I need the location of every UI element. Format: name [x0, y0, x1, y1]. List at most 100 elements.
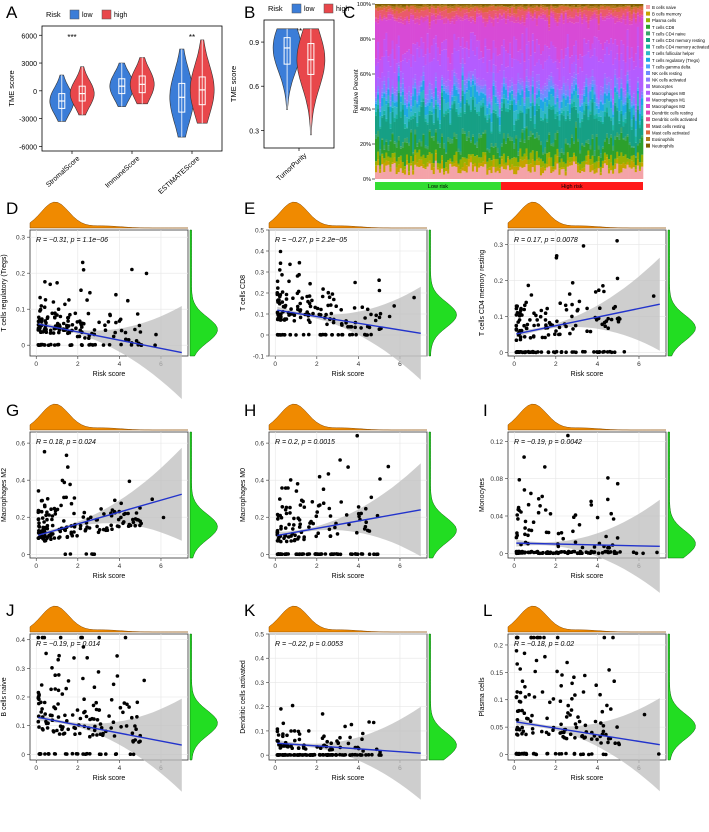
- scatter-point: [42, 305, 47, 310]
- stacked-segment: [405, 117, 409, 128]
- stacked-segment: [548, 9, 551, 16]
- stacked-segment: [523, 105, 526, 114]
- scatter-point: [518, 700, 523, 704]
- stacked-segment: [502, 12, 506, 14]
- stacked-segment: [455, 73, 458, 79]
- scatter-point: [107, 714, 111, 718]
- scatter-point: [305, 294, 309, 299]
- scatter-point: [584, 550, 589, 554]
- confidence-band: [516, 499, 660, 593]
- stacked-segment: [513, 84, 516, 90]
- scatter-point: [602, 289, 606, 294]
- stacked-segment: [506, 7, 510, 10]
- stacked-segment: [544, 13, 547, 15]
- scatter-point: [527, 528, 531, 532]
- scatter-point: [114, 752, 119, 756]
- stacked-segment: [585, 43, 588, 55]
- y-tick-label: 0: [21, 343, 25, 350]
- stacked-segment: [624, 101, 627, 105]
- stacked-segment: [438, 65, 442, 93]
- scatter-point: [276, 300, 280, 304]
- scatter-point: [124, 337, 128, 342]
- stacked-segment: [638, 104, 642, 109]
- stacked-segment: [407, 4, 411, 6]
- stacked-segment: [482, 93, 485, 99]
- stacked-segment: [513, 59, 516, 85]
- scatter-point: [36, 531, 41, 535]
- stacked-segment: [375, 97, 378, 100]
- stacked-segment: [636, 8, 640, 10]
- stacked-segment: [399, 12, 403, 17]
- stacked-segment: [465, 82, 469, 88]
- stacked-segment: [531, 86, 535, 95]
- stacked-segment: [587, 51, 590, 79]
- scatter-point: [85, 751, 89, 756]
- y-tick-label: 0.12: [490, 439, 503, 446]
- scatter-point: [123, 330, 128, 335]
- stacked-segment: [482, 92, 485, 94]
- scatter-point: [339, 308, 344, 312]
- stacked-segment: [430, 137, 434, 154]
- legend-label: T cells CD4 memory activated: [652, 45, 709, 50]
- stacked-segment: [455, 13, 458, 16]
- stacked-segment: [428, 12, 431, 23]
- stacked-segment: [616, 45, 619, 54]
- scatter-point: [554, 255, 559, 260]
- stacked-segment: [535, 93, 539, 95]
- scatter-point: [536, 497, 541, 501]
- scatter-point: [370, 752, 374, 757]
- stacked-segment: [533, 4, 537, 6]
- stacked-segment: [482, 78, 485, 86]
- scatter-point: [547, 732, 551, 736]
- stacked-segment: [494, 143, 497, 147]
- x-density: [29, 201, 188, 229]
- stacked-segment: [416, 166, 419, 179]
- stacked-segment: [459, 88, 462, 96]
- scatter-point: [534, 752, 538, 756]
- y-tick-label: 0: [499, 350, 503, 357]
- scatter-point: [359, 326, 363, 330]
- scatter-point: [55, 281, 59, 285]
- scatter-point: [43, 712, 47, 716]
- stacked-segment: [550, 76, 553, 81]
- stacked-segment: [418, 19, 421, 25]
- stacked-segment: [574, 161, 578, 164]
- stacked-segment: [418, 6, 421, 9]
- x-tick-label: 2: [315, 361, 319, 368]
- y-axis-title: Macrophages M0: [240, 468, 247, 522]
- scatter-point: [606, 497, 610, 502]
- stacked-segment: [451, 101, 454, 105]
- stacked-segment: [614, 135, 617, 140]
- stacked-segment: [519, 49, 522, 64]
- stacked-segment: [585, 10, 588, 16]
- scatter-point: [318, 313, 323, 317]
- scatter-point: [314, 534, 319, 539]
- stacked-segment: [391, 4, 394, 7]
- scatter-point: [66, 465, 70, 469]
- stacked-segment: [430, 136, 434, 138]
- scatter-point: [514, 649, 519, 653]
- x-tick-label: 4: [118, 563, 122, 570]
- scatter-point: [282, 744, 286, 748]
- stacked-segment: [393, 121, 396, 142]
- scatter-point: [55, 342, 60, 347]
- stacked-segment: [636, 143, 640, 146]
- stacked-segment: [626, 74, 629, 81]
- stacked-segment: [461, 48, 464, 59]
- stacked-segment: [527, 171, 530, 179]
- stacked-segment: [447, 18, 450, 20]
- stacked-segment: [552, 96, 555, 106]
- stacked-segment: [517, 9, 520, 17]
- stacked-segment: [583, 171, 586, 179]
- stacked-segment: [525, 10, 528, 13]
- stacked-segment: [558, 151, 561, 157]
- scatter-point: [555, 635, 560, 640]
- scatter-point: [42, 700, 47, 705]
- legend-label: T cells CD4 memory resting: [652, 38, 706, 43]
- stacked-segment: [533, 101, 537, 105]
- stacked-segment: [634, 104, 638, 109]
- scatter-point: [297, 535, 301, 539]
- stacked-segment: [461, 20, 464, 38]
- legend-label: T cells gamma delta: [652, 64, 691, 69]
- stacked-segment: [552, 142, 555, 147]
